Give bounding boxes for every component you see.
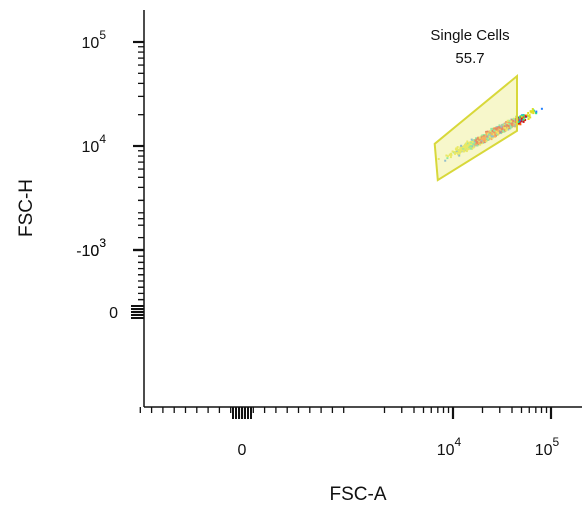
cell-event xyxy=(518,116,521,119)
y-axis-title: FSC-H xyxy=(16,179,37,237)
cell-event xyxy=(521,115,523,118)
cell-event xyxy=(517,119,520,122)
cell-event xyxy=(531,110,533,113)
x-tick-exponent: 4 xyxy=(455,435,462,449)
x-axis-major-ticks xyxy=(232,407,553,419)
y-tick-label: 105 xyxy=(82,28,107,52)
single-cells-gate[interactable] xyxy=(433,73,518,182)
cell-event xyxy=(527,112,530,114)
y-axis-major-ticks xyxy=(131,40,144,319)
cell-event xyxy=(524,119,527,121)
y-tick-exponent: 4 xyxy=(99,132,106,146)
cell-event xyxy=(526,114,529,117)
cell-event xyxy=(532,112,535,115)
gate-name-label: Single Cells xyxy=(430,27,509,44)
cell-event xyxy=(535,112,538,115)
cell-event xyxy=(535,110,538,113)
cell-event xyxy=(518,119,521,122)
cell-event xyxy=(522,114,525,116)
cell-event xyxy=(527,118,530,120)
cell-event xyxy=(519,118,521,121)
cell-event xyxy=(529,116,532,119)
x-axis-title: FSC-A xyxy=(330,484,387,505)
cell-event xyxy=(517,121,520,124)
cell-event xyxy=(532,110,535,113)
cell-event xyxy=(531,108,534,110)
cell-event xyxy=(540,107,543,110)
x-tick-label: 104 xyxy=(437,435,462,459)
x-tick-label: 105 xyxy=(535,435,560,459)
x-axis-tick-labels: 0 104 105 xyxy=(238,435,560,459)
y-axis-minor-ticks xyxy=(138,46,144,307)
y-tick-label: -103 xyxy=(76,236,106,260)
y-tick-exponent: 3 xyxy=(99,236,106,250)
cell-event xyxy=(521,117,523,120)
cell-event xyxy=(519,115,522,118)
cell-event xyxy=(519,123,522,126)
x-axis-minor-ticks xyxy=(139,407,548,413)
cell-event xyxy=(522,118,525,121)
gate-percent-label: 55.7 xyxy=(455,50,484,67)
y-tick-exponent: 5 xyxy=(99,28,106,42)
y-tick-label: 104 xyxy=(82,132,107,156)
x-tick-exponent: 5 xyxy=(553,435,560,449)
y-tick-label: 0 xyxy=(109,305,118,322)
cell-event xyxy=(527,115,530,118)
cell-event xyxy=(530,111,533,114)
cell-event xyxy=(522,120,525,123)
cell-event xyxy=(524,115,527,118)
y-tick-exponent: 3 xyxy=(99,236,106,250)
plot-area xyxy=(144,10,582,407)
x-tick-label: 0 xyxy=(238,442,247,459)
